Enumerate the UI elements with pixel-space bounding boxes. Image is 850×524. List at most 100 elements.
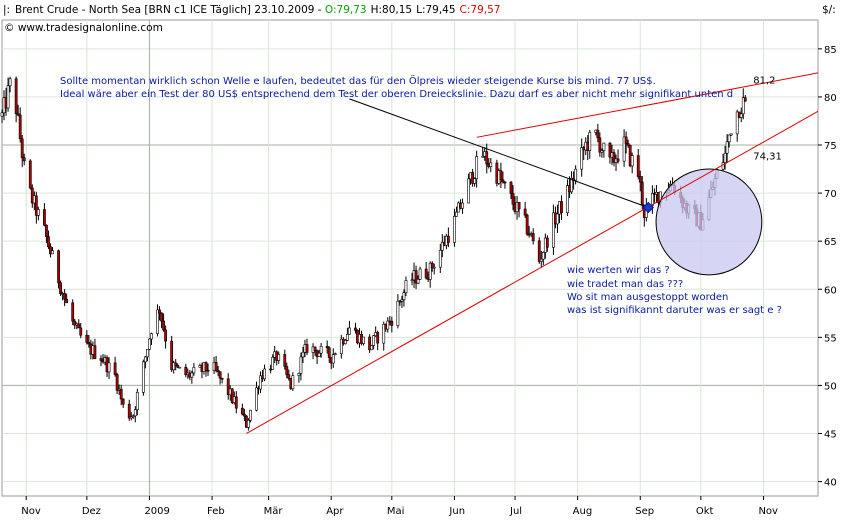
x-tick-label: Nov bbox=[758, 506, 778, 517]
candle-body bbox=[471, 172, 475, 184]
x-tick-label: Dez bbox=[82, 506, 101, 517]
header-low: L:79,45 bbox=[416, 4, 455, 16]
x-tick-label: Okt bbox=[696, 506, 714, 517]
header-high: H:80,15 bbox=[371, 4, 413, 16]
candle-body bbox=[626, 143, 630, 146]
question-3: Wo sit man ausgestoppt worden bbox=[567, 292, 728, 303]
candle-body bbox=[418, 268, 422, 280]
candle-body bbox=[370, 345, 374, 351]
candle-body bbox=[162, 320, 165, 331]
candle-body bbox=[71, 302, 75, 322]
axes: 40 45 50 55 60 65 70 75 80 85 Nov Dez 2009 Feb Mär Apr M… bbox=[21, 45, 836, 517]
price-label: 74,31 bbox=[753, 152, 782, 163]
x-tick-label: Sep bbox=[635, 506, 654, 517]
candle-body bbox=[148, 338, 151, 350]
candle-body bbox=[174, 362, 178, 366]
x-tick-label: Jul bbox=[509, 506, 522, 517]
x-tick-label: Apr bbox=[326, 506, 344, 517]
candle-body bbox=[119, 388, 123, 400]
y-tick-label: 45 bbox=[824, 429, 837, 440]
candle-body bbox=[127, 403, 131, 419]
candle-body bbox=[541, 252, 545, 260]
highlight-circle bbox=[655, 168, 763, 276]
candle-body bbox=[523, 208, 527, 216]
candle-body bbox=[14, 78, 18, 115]
candle-body bbox=[481, 155, 485, 158]
candle-body bbox=[390, 320, 394, 326]
candle-body bbox=[263, 368, 266, 380]
candle-body bbox=[410, 279, 414, 282]
candle-body bbox=[170, 340, 174, 371]
candle-body bbox=[247, 420, 250, 428]
candle-body bbox=[424, 268, 428, 279]
candle-body bbox=[234, 396, 238, 409]
candle-body bbox=[131, 415, 135, 418]
candle-body bbox=[85, 334, 89, 343]
candle-body bbox=[285, 366, 289, 375]
candle-body bbox=[291, 375, 295, 390]
candle-body bbox=[602, 142, 606, 151]
question-2: wie tradet man das ??? bbox=[567, 279, 683, 290]
candle-body bbox=[616, 158, 620, 162]
candle-body bbox=[129, 416, 133, 419]
candle-body bbox=[28, 160, 32, 189]
candle-body bbox=[372, 335, 376, 346]
header-instrument: Brent Crude - North Sea [BRN c1 ICE Tägl… bbox=[15, 4, 325, 16]
candle-body bbox=[440, 242, 444, 251]
candle-body bbox=[501, 179, 505, 183]
candle-body bbox=[539, 258, 543, 262]
candle-body bbox=[729, 133, 733, 136]
candle-body bbox=[141, 361, 145, 393]
price-label: 81,2 bbox=[753, 75, 775, 86]
y-tick-label: 50 bbox=[824, 381, 837, 392]
candle-body bbox=[242, 413, 246, 417]
candle-body bbox=[172, 362, 176, 371]
candle-body bbox=[638, 176, 642, 183]
candle-body bbox=[204, 362, 208, 371]
x-tick-label: Feb bbox=[207, 506, 225, 517]
candle-body bbox=[432, 266, 436, 269]
candle-body bbox=[77, 323, 81, 329]
source-label: © www.tradesignalonline.com bbox=[4, 22, 163, 34]
candle-body bbox=[18, 114, 22, 140]
candle-body bbox=[650, 193, 654, 206]
candle-body bbox=[45, 224, 48, 237]
candle-body bbox=[622, 136, 626, 162]
candle-body bbox=[216, 369, 220, 373]
candle-body bbox=[467, 178, 470, 204]
candle-body bbox=[725, 141, 729, 154]
candle-body bbox=[721, 162, 725, 170]
candle-body bbox=[249, 409, 252, 421]
candle-body bbox=[727, 134, 731, 143]
candle-body bbox=[160, 312, 163, 322]
y-tick-label: 55 bbox=[824, 333, 837, 344]
candle-body bbox=[301, 351, 305, 358]
y-tick-label: 65 bbox=[824, 237, 837, 248]
candle-body bbox=[400, 299, 404, 302]
candle-body bbox=[176, 365, 180, 368]
candle-body bbox=[739, 113, 743, 118]
candle-body bbox=[47, 236, 50, 248]
candle-body bbox=[49, 246, 52, 255]
candle-body bbox=[87, 342, 91, 345]
trend-line-arrow bbox=[349, 98, 649, 208]
candle-body bbox=[184, 366, 188, 375]
candle-body bbox=[386, 320, 390, 330]
candle-body bbox=[741, 97, 745, 115]
candle-body bbox=[79, 327, 83, 336]
candle-body bbox=[598, 137, 602, 153]
candle-body bbox=[517, 202, 521, 210]
candle-body bbox=[317, 352, 321, 357]
candle-body bbox=[255, 387, 258, 411]
question-1: wie werten wir das ? bbox=[567, 265, 670, 276]
candle-body bbox=[570, 178, 573, 193]
candle-body bbox=[396, 300, 400, 326]
candle-body bbox=[473, 178, 477, 184]
candle-body bbox=[331, 354, 335, 364]
candle-body bbox=[158, 309, 161, 314]
candle-body bbox=[164, 329, 168, 342]
y-axis-unit: $/: bbox=[822, 4, 836, 16]
candle-body bbox=[545, 237, 549, 248]
candle-body bbox=[115, 374, 119, 391]
